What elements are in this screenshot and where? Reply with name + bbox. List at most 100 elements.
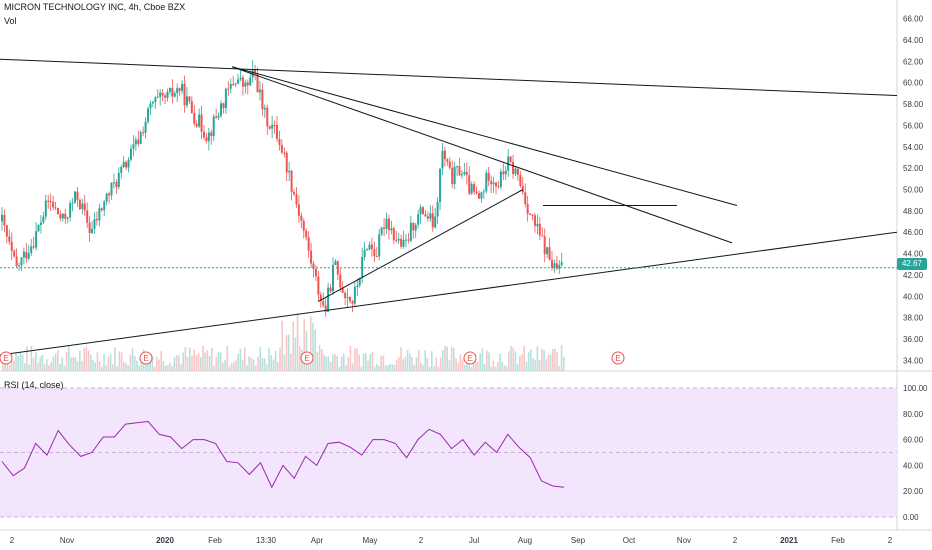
earnings-marker-icon <box>611 351 625 365</box>
volume-bar <box>226 345 228 371</box>
volume-bar <box>112 364 114 371</box>
candle-body <box>375 256 378 258</box>
time-axis-tick: 13:30 <box>256 536 277 545</box>
candle-body <box>470 183 473 194</box>
candle-body <box>149 103 152 109</box>
candle-body <box>458 166 461 176</box>
volume-bar <box>32 357 35 371</box>
volume-bar <box>501 361 503 371</box>
candle-body <box>555 263 558 269</box>
candle-body <box>207 132 210 142</box>
trend-line <box>0 231 898 356</box>
volume-bar <box>347 357 349 371</box>
volume-bar <box>448 360 451 371</box>
volume-bar <box>8 365 11 371</box>
volume-bar <box>439 357 442 371</box>
volume-bar <box>26 346 28 371</box>
candle-body <box>78 199 81 210</box>
volume-bar <box>483 364 486 371</box>
candle-body <box>30 246 33 254</box>
candle-body <box>353 287 356 304</box>
volume-bar <box>422 364 424 371</box>
price-axis-tick: 60.00 <box>903 79 924 88</box>
rsi-axis-tick: 0.00 <box>903 513 919 522</box>
candle-body <box>188 96 191 102</box>
candle-body <box>482 191 485 193</box>
candle-body <box>475 191 478 194</box>
volume-bar <box>35 352 37 371</box>
volume-bar <box>248 356 250 371</box>
volume-bar <box>490 366 492 371</box>
time-axis-tick: Apr <box>311 536 324 545</box>
volume-bar <box>378 365 380 371</box>
candle-body <box>32 246 35 248</box>
volume-bar <box>169 362 171 371</box>
volume-bar <box>307 359 310 371</box>
time-axis-tick: Jul <box>469 536 479 545</box>
candle-body <box>546 247 549 255</box>
volume-bar <box>376 364 378 371</box>
candle-body <box>86 210 89 223</box>
candle-body <box>59 214 62 219</box>
volume-bar <box>109 354 112 371</box>
candle-body <box>142 132 145 134</box>
volume-bar <box>325 356 327 371</box>
volume-bar <box>453 347 455 371</box>
volume-bar <box>538 360 541 371</box>
candle-body <box>451 167 454 185</box>
volume-bar <box>499 353 501 371</box>
candle-body <box>81 203 84 210</box>
volume-bar <box>222 362 224 371</box>
volume-bar <box>191 356 193 371</box>
volume-bar <box>406 349 409 371</box>
volume-bar <box>356 348 358 371</box>
candle-body <box>210 132 213 136</box>
candle-body <box>83 203 86 211</box>
candle-body <box>20 257 23 266</box>
volume-bar <box>167 365 169 371</box>
candle-body <box>56 208 59 215</box>
volume-bar <box>466 358 468 371</box>
volume-bar <box>404 356 407 371</box>
volume-bar <box>244 347 246 371</box>
price-axis-tick: 48.00 <box>903 207 924 216</box>
time-axis-tick: 2 <box>733 536 738 545</box>
volume-bar <box>164 365 167 371</box>
candle-body <box>502 171 505 175</box>
candle-body <box>351 301 354 304</box>
volume-bar <box>134 356 136 371</box>
candle-body <box>144 121 147 133</box>
volume-bar <box>389 363 391 371</box>
candle-body <box>499 171 502 187</box>
volume-bar <box>224 360 226 371</box>
candle-body <box>402 239 405 247</box>
volume-bar <box>479 353 481 371</box>
price-axis-tick: 62.00 <box>903 57 924 66</box>
candle-body <box>302 220 305 231</box>
volume-bar <box>120 352 123 371</box>
candle-body <box>516 168 519 175</box>
candle-body <box>115 182 118 188</box>
volume-bar <box>151 356 154 371</box>
candle-body <box>312 263 315 269</box>
volume-bar <box>162 361 165 371</box>
volume-bar <box>382 355 385 371</box>
volume-bar <box>200 357 202 371</box>
volume-bar <box>70 357 72 371</box>
volume-bar <box>208 355 211 371</box>
volume-bar <box>420 362 422 371</box>
candle-body <box>290 170 293 193</box>
volume-bar <box>160 351 162 371</box>
volume-bar <box>461 359 464 371</box>
volume-bar <box>380 356 382 371</box>
candle-body <box>1 214 3 222</box>
volume-bar <box>415 357 418 371</box>
price-axis-tick: 58.00 <box>903 100 924 109</box>
volume-bar <box>338 366 341 371</box>
volume-bar <box>136 360 138 371</box>
trend-line <box>231 66 738 206</box>
volume-bar <box>527 352 530 371</box>
volume-bar <box>391 364 393 371</box>
rsi-axis-tick: 40.00 <box>903 461 924 470</box>
candle-body <box>327 287 330 312</box>
